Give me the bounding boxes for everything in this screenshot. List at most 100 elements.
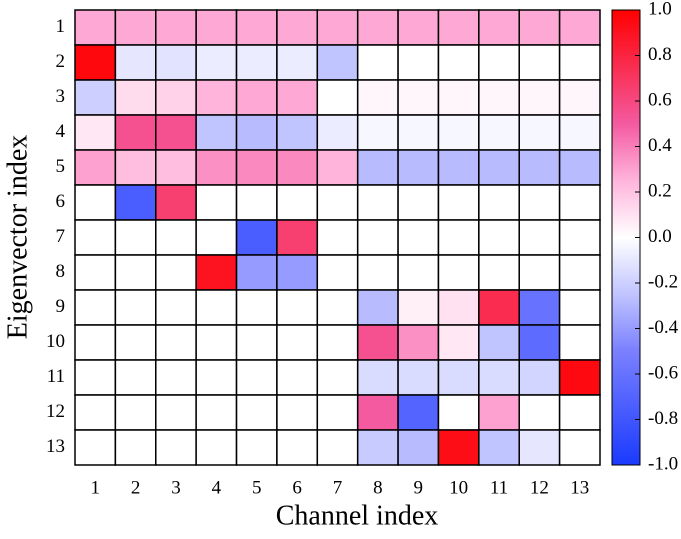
heatmap-cell — [356, 219, 399, 256]
heatmap-cell — [235, 289, 278, 326]
heatmap-cell — [558, 149, 601, 186]
heatmap-cell — [397, 9, 440, 46]
colorbar-tick-label: -0.8 — [648, 408, 678, 429]
heatmap-cell — [316, 114, 359, 151]
heatmap-cell — [478, 324, 520, 361]
heatmap-cell — [316, 9, 359, 46]
heatmap-cell — [437, 184, 480, 221]
x-tick-label: 9 — [414, 477, 424, 498]
heatmap-cell — [437, 9, 480, 46]
y-tick-label: 12 — [46, 401, 65, 422]
heatmap-cell — [437, 149, 480, 186]
colorbar-tick-label: 0.0 — [648, 226, 672, 247]
heatmap-cell — [518, 359, 561, 396]
heatmap-cell — [558, 184, 601, 221]
heatmap-cell — [114, 79, 157, 116]
heatmap-cell — [397, 289, 440, 326]
heatmap-cell — [195, 9, 238, 46]
colorbar-tick-label: 1.0 — [648, 0, 672, 19]
heatmap-cell — [558, 9, 601, 46]
heatmap-cell — [155, 429, 197, 466]
heatmap-cell — [558, 79, 601, 116]
heatmap-cell — [155, 359, 197, 396]
heatmap-cell — [195, 149, 238, 186]
heatmap-cell — [276, 359, 319, 396]
heatmap-cell — [155, 219, 197, 256]
heatmap-cell — [558, 254, 601, 291]
heatmap-cell — [155, 149, 197, 186]
heatmap-cell — [276, 254, 319, 291]
heatmap-cell — [397, 394, 440, 431]
heatmap-cell — [155, 44, 197, 81]
colorbar-tick-label: 0.4 — [648, 135, 672, 156]
heatmap-cell — [155, 324, 197, 361]
heatmap-cell — [356, 394, 399, 431]
heatmap-cell — [276, 324, 319, 361]
heatmap-cell — [518, 44, 561, 81]
x-tick-label: 13 — [570, 477, 589, 498]
heatmap-cell — [235, 359, 278, 396]
heatmap-cell — [478, 149, 520, 186]
heatmap-cell — [114, 359, 157, 396]
heatmap-cell — [316, 429, 359, 466]
heatmap-cell — [276, 184, 319, 221]
heatmap-cell — [478, 289, 520, 326]
heatmap-cell — [316, 79, 359, 116]
heatmap-cell — [397, 114, 440, 151]
heatmap-cell — [397, 79, 440, 116]
heatmap-cell — [195, 289, 238, 326]
x-tick-label: 3 — [171, 477, 181, 498]
heatmap-cell — [114, 184, 157, 221]
x-tick-label: 11 — [490, 477, 508, 498]
heatmap-cell — [195, 114, 238, 151]
heatmap-cell — [276, 44, 319, 81]
heatmap-cell — [195, 219, 238, 256]
heatmap-cell — [478, 219, 520, 256]
colorbar-tick-label: 0.8 — [648, 44, 672, 65]
heatmap-cell — [155, 79, 197, 116]
heatmap-cell — [316, 184, 359, 221]
heatmap-cell — [518, 219, 561, 256]
heatmap-cell — [74, 429, 117, 466]
heatmap-cell — [235, 219, 278, 256]
heatmap-cell — [437, 254, 480, 291]
heatmap-cell — [397, 219, 440, 256]
y-tick-label: 4 — [56, 121, 66, 142]
y-tick-label: 13 — [46, 436, 65, 457]
heatmap-cell — [518, 79, 561, 116]
heatmap-cell — [276, 394, 319, 431]
heatmap-cell — [478, 114, 520, 151]
y-tick-label: 7 — [56, 226, 66, 247]
heatmap-cell — [74, 114, 117, 151]
heatmap-cell — [356, 114, 399, 151]
heatmap-cell — [276, 114, 319, 151]
heatmap-cell — [478, 79, 520, 116]
heatmap-cell — [74, 9, 117, 46]
heatmap-cell — [478, 44, 520, 81]
x-tick-label: 2 — [131, 477, 141, 498]
heatmap-cell — [558, 324, 601, 361]
heatmap-cell — [114, 254, 157, 291]
heatmap-cell — [558, 289, 601, 326]
colorbar-tick-label: -0.2 — [648, 271, 678, 292]
heatmap-cell — [356, 324, 399, 361]
heatmap-cell — [316, 289, 359, 326]
heatmap-cell — [155, 289, 197, 326]
heatmap-cell — [356, 149, 399, 186]
heatmap-cell — [276, 219, 319, 256]
heatmap-cell — [316, 394, 359, 431]
heatmap-cell — [195, 359, 238, 396]
heatmap-cell — [235, 114, 278, 151]
heatmap-cell — [276, 9, 319, 46]
heatmap-cell — [558, 394, 601, 431]
colorbar-tick-label: 0.6 — [648, 89, 672, 110]
heatmap-cell — [235, 254, 278, 291]
heatmap-cell — [155, 394, 197, 431]
heatmap-cell — [518, 9, 561, 46]
colorbar-tick-label: -0.4 — [648, 317, 679, 338]
heatmap-cell — [478, 429, 520, 466]
heatmap-cell — [195, 324, 238, 361]
heatmap-cell — [478, 359, 520, 396]
heatmap-cell — [397, 254, 440, 291]
heatmap-cell — [356, 429, 399, 466]
